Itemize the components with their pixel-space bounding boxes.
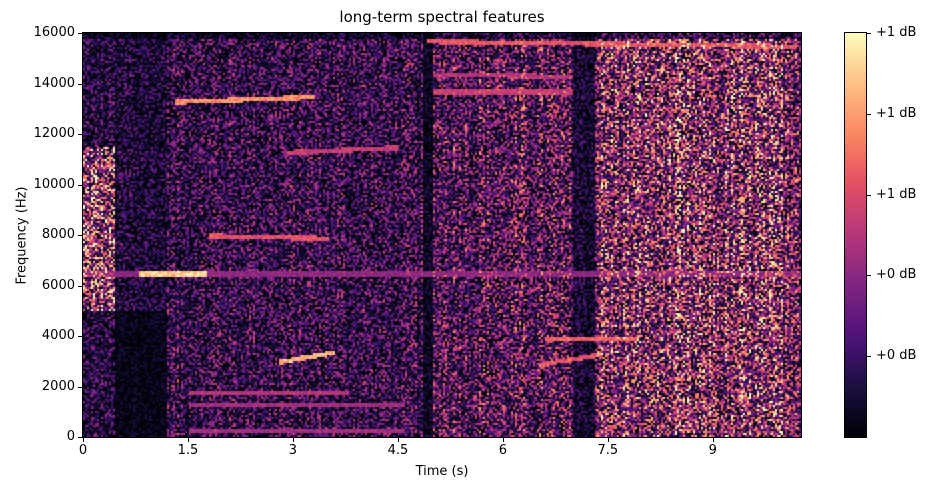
y-tick-mark [78, 336, 83, 337]
y-tick-mark [78, 83, 83, 85]
y-tick-mark [78, 33, 83, 34]
y-tick-label: 10000 [33, 176, 75, 192]
x-tick-mark [502, 437, 504, 442]
x-tick-label: 6 [498, 443, 508, 458]
y-tick-label: 16000 [33, 25, 75, 40]
x-tick-label: 0 [78, 443, 88, 458]
x-tick-label: 3 [288, 443, 298, 458]
y-tick-mark [78, 134, 83, 135]
y-tick-mark [78, 285, 83, 287]
y-tick-mark [78, 184, 83, 186]
colorbar-tick-mark [866, 33, 871, 34]
chart-title: long-term spectral features [339, 8, 545, 26]
y-tick-mark [78, 386, 83, 388]
x-axis-label: Time (s) [415, 464, 469, 479]
spectrogram-heatmap [82, 32, 802, 438]
y-tick-label: 14000 [33, 75, 75, 91]
x-tick-mark [292, 437, 294, 442]
colorbar-tick-label: +1 dB [876, 105, 917, 121]
x-tick-mark [83, 437, 84, 442]
y-tick-label: 6000 [41, 277, 75, 293]
colorbar-tick-label: +0 dB [876, 267, 917, 283]
y-tick-mark [78, 235, 83, 236]
x-tick-label: 9 [708, 443, 717, 458]
colorbar-tick-mark [866, 194, 871, 196]
y-tick-label: 2000 [41, 378, 75, 394]
x-tick-mark [607, 437, 609, 442]
y-tick-label: 4000 [41, 328, 75, 343]
x-tick-label: 4.5 [387, 443, 409, 458]
x-tick-mark [712, 437, 714, 442]
colorbar-tick-label: +1 dB [876, 25, 917, 40]
colorbar-tick-label: +1 dB [876, 186, 917, 202]
colorbar [844, 32, 867, 438]
y-tick-mark [78, 437, 83, 438]
x-tick-mark [187, 437, 189, 442]
y-tick-label: 12000 [33, 126, 75, 141]
colorbar-tick-mark [866, 356, 871, 358]
y-tick-label: 8000 [41, 227, 75, 242]
colorbar-tick-mark [866, 113, 871, 115]
x-tick-label: 7.5 [597, 443, 619, 458]
x-tick-label: 1.5 [177, 443, 199, 458]
y-axis-label: Frequency (Hz) [14, 186, 30, 285]
x-tick-mark [397, 437, 399, 442]
colorbar-tick-label: +0 dB [876, 348, 917, 364]
colorbar-tick-mark [866, 275, 871, 277]
y-tick-label: 0 [66, 429, 75, 444]
